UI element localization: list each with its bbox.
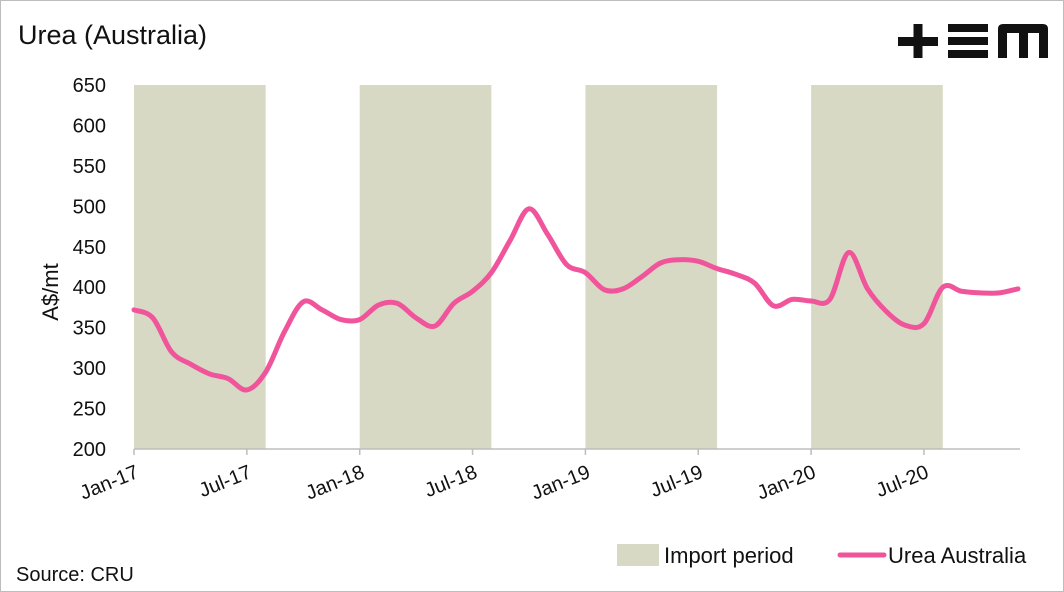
legend-swatch-import-period <box>617 544 659 566</box>
x-tick-labels: Jan-17 Jul-17 Jan-18 Jul-18 Jan-19 Jul-19 Jan-… <box>77 449 932 505</box>
series-line-urea-australia <box>131 206 1021 393</box>
import-period-bands <box>134 85 943 449</box>
y-tick-label: 500 <box>73 196 106 218</box>
import-period-band-1 <box>134 85 266 449</box>
x-tick-label: Jan-20 <box>754 461 819 504</box>
source-note: Source: CRU <box>16 564 134 586</box>
x-tick-label: Jul-18 <box>422 461 481 502</box>
x-tick-label: Jul-17 <box>196 461 255 502</box>
y-tick-label: 600 <box>73 115 106 137</box>
x-tick-label: Jan-19 <box>528 461 593 504</box>
y-tick-label: 650 <box>73 75 106 97</box>
legend: Import period Urea Australia <box>617 543 1027 568</box>
x-tick-label: Jan-17 <box>77 461 142 504</box>
y-tick-labels: 200 250 300 350 400 450 500 550 600 650 <box>73 75 106 461</box>
import-period-band-2 <box>359 85 492 449</box>
y-axis-label: A$/mt <box>38 263 63 320</box>
import-period-band-4 <box>811 85 943 449</box>
x-tick-label: Jan-18 <box>303 461 368 504</box>
x-tick-label: Jul-20 <box>873 461 932 502</box>
y-tick-label: 450 <box>73 237 106 259</box>
y-tick-label: 250 <box>73 399 106 421</box>
y-tick-label: 350 <box>73 318 106 340</box>
y-tick-label: 200 <box>73 439 106 461</box>
y-tick-label: 300 <box>73 358 106 380</box>
legend-label-import-period: Import period <box>664 543 794 568</box>
legend-label-urea-australia: Urea Australia <box>888 543 1027 568</box>
y-tick-label: 550 <box>73 156 106 178</box>
chart-title: Urea (Australia) <box>18 20 208 50</box>
y-tick-label: 400 <box>73 277 106 299</box>
x-tick-label: Jul-19 <box>647 461 706 502</box>
tem-logo-icon <box>898 24 1048 58</box>
